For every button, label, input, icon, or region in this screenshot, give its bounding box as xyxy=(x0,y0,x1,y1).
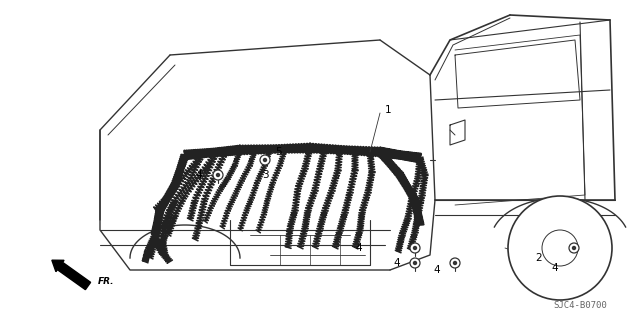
Circle shape xyxy=(213,170,223,180)
Text: FR.: FR. xyxy=(98,278,115,286)
Circle shape xyxy=(260,155,270,165)
Text: 4: 4 xyxy=(394,258,400,268)
Circle shape xyxy=(413,262,417,264)
Circle shape xyxy=(573,247,575,249)
Circle shape xyxy=(454,262,456,264)
Circle shape xyxy=(216,174,220,176)
Circle shape xyxy=(569,243,579,253)
FancyArrow shape xyxy=(52,260,91,290)
Circle shape xyxy=(508,196,612,300)
Text: 3: 3 xyxy=(262,170,269,180)
Circle shape xyxy=(413,247,417,249)
Text: 4: 4 xyxy=(552,263,558,273)
Text: 2: 2 xyxy=(535,253,541,263)
Circle shape xyxy=(410,258,420,268)
Circle shape xyxy=(542,230,578,266)
Text: 1: 1 xyxy=(385,105,392,115)
Text: 4: 4 xyxy=(433,265,440,275)
Text: 5: 5 xyxy=(275,147,282,157)
Text: 4: 4 xyxy=(355,243,362,253)
Circle shape xyxy=(450,258,460,268)
Text: 4: 4 xyxy=(195,170,202,180)
Circle shape xyxy=(264,159,266,161)
Circle shape xyxy=(410,243,420,253)
Text: SJC4-B0700: SJC4-B0700 xyxy=(553,300,607,309)
